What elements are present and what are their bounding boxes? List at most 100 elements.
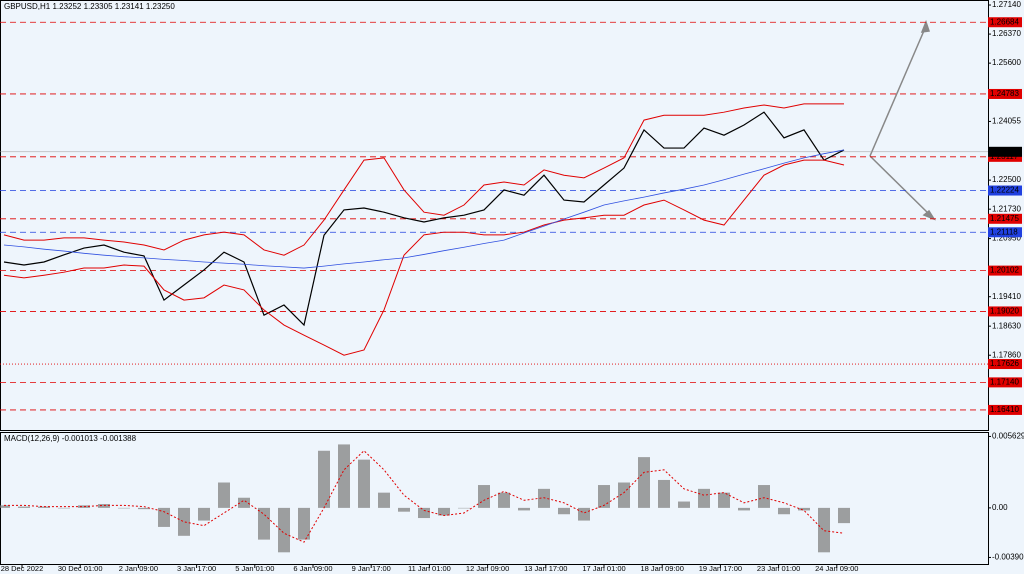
macd-bar <box>18 506 30 508</box>
macd-bar <box>398 507 410 512</box>
macd-bar <box>158 507 170 527</box>
x-tick-label: 17 Jan 01:00 <box>582 564 625 573</box>
x-tick-label: 9 Jan 17:00 <box>352 564 391 573</box>
macd-bar <box>178 507 190 536</box>
level-label: 1.26684 <box>990 17 1019 26</box>
macd-bar <box>698 488 710 508</box>
level-label: 1.17140 <box>990 377 1019 386</box>
x-tick-label: 28 Dec 2022 <box>1 564 44 573</box>
macd-bar <box>518 507 530 511</box>
y-tick-label: 1.18630 <box>992 321 1021 330</box>
macd-bar <box>498 492 510 508</box>
macd-bar <box>298 507 310 540</box>
macd-bar <box>98 504 110 508</box>
level-tag <box>988 17 1022 28</box>
level-tag <box>988 88 1022 99</box>
chart-title: GBPUSD,H1 1.23252 1.23305 1.23141 1.2325… <box>4 2 175 11</box>
x-tick-label: 3 Jan 17:00 <box>177 564 216 573</box>
x-tick-label: 24 Jan 09:00 <box>815 564 858 573</box>
level-tag <box>988 265 1022 276</box>
level-label: 1.17626 <box>990 359 1019 368</box>
y-tick-label: 1.19410 <box>992 292 1021 301</box>
level-label: 1.24783 <box>990 89 1019 98</box>
level-tag <box>988 151 1022 162</box>
level-label: 1.21118 <box>990 227 1018 236</box>
level-label: 1.23250 <box>990 147 1019 156</box>
macd-title: MACD(12,26,9) -0.001013 -0.001388 <box>4 434 137 443</box>
series-line <box>3 149 845 269</box>
macd-bar <box>618 482 630 508</box>
level-label: 1.21475 <box>990 214 1019 223</box>
level-label: 1.22224 <box>990 186 1019 195</box>
macd-bar <box>378 492 390 508</box>
y-tick-label: 1.26370 <box>992 29 1021 38</box>
forecast-arrows <box>869 19 936 221</box>
macd-bar <box>238 497 250 508</box>
y-tick-label: 0.005629 <box>992 432 1024 441</box>
macd-bar <box>458 507 470 509</box>
level-tag <box>988 185 1022 196</box>
series-line <box>3 103 844 256</box>
macd-bar <box>818 507 830 553</box>
level-tag <box>988 227 1022 238</box>
macd-bar <box>538 488 550 508</box>
macd-bar <box>638 457 650 508</box>
x-tick-label: 5 Jan 01:00 <box>235 564 274 573</box>
y-tick-label: 1.24055 <box>992 117 1021 126</box>
y-tick-label: 1.25600 <box>992 58 1021 67</box>
macd-bar <box>798 507 810 511</box>
macd-bar <box>218 482 230 508</box>
macd-bar <box>658 479 670 508</box>
x-tick-label: 2 Jan 09:00 <box>119 564 158 573</box>
macd-bar <box>478 485 490 508</box>
y-tick-label: -0.003905 <box>992 553 1024 562</box>
x-tick-label: 19 Jan 17:00 <box>699 564 742 573</box>
macd-bar <box>0 505 10 508</box>
macd-bar <box>318 450 330 508</box>
macd-bar <box>598 485 610 508</box>
level-label: 1.19020 <box>990 307 1019 316</box>
macd-bar <box>198 507 210 521</box>
level-tag <box>988 359 1022 370</box>
y-tick-label: 1.27140 <box>992 0 1021 9</box>
x-tick-label: 23 Jan 01:00 <box>757 564 800 573</box>
x-tick-label: 30 Dec 01:00 <box>58 564 103 573</box>
level-tag <box>988 146 1022 157</box>
macd-bar <box>738 507 750 511</box>
macd-bar <box>678 501 690 508</box>
macd-panel-frame <box>0 432 989 565</box>
series-line <box>3 111 845 327</box>
level-label: 1.20102 <box>990 266 1019 275</box>
macd-bar <box>138 507 150 510</box>
series-line <box>3 159 845 356</box>
level-label: 1.16410 <box>990 405 1019 414</box>
level-tag <box>988 377 1022 388</box>
macd-bar <box>278 507 290 553</box>
y-tick-label: 1.21730 <box>992 204 1021 213</box>
y-tick-label: 1.20950 <box>992 234 1021 243</box>
macd-bar <box>838 507 850 524</box>
y-tick-label: 1.22500 <box>992 175 1021 184</box>
level-tag <box>988 404 1022 415</box>
x-tick-label: 11 Jan 01:00 <box>408 564 451 573</box>
x-tick-label: 13 Jan 17:00 <box>524 564 567 573</box>
macd-bar <box>558 507 570 515</box>
macd-bar <box>778 507 790 515</box>
macd-bar <box>758 485 770 508</box>
macd-bar <box>58 507 70 509</box>
x-tick-label: 12 Jan 09:00 <box>466 564 509 573</box>
y-tick-label: 1.17860 <box>992 350 1021 359</box>
y-tick-label: 0.00 <box>992 503 1008 512</box>
level-tag <box>988 306 1022 317</box>
macd-bar <box>258 507 270 540</box>
level-tag <box>988 213 1022 224</box>
macd-bar <box>718 492 730 508</box>
macd-bar <box>38 506 50 508</box>
macd-bar <box>118 507 130 509</box>
macd-bar <box>338 444 350 508</box>
macd-bar <box>438 507 450 516</box>
x-tick-label: 18 Jan 09:00 <box>641 564 684 573</box>
macd-bar <box>418 507 430 519</box>
